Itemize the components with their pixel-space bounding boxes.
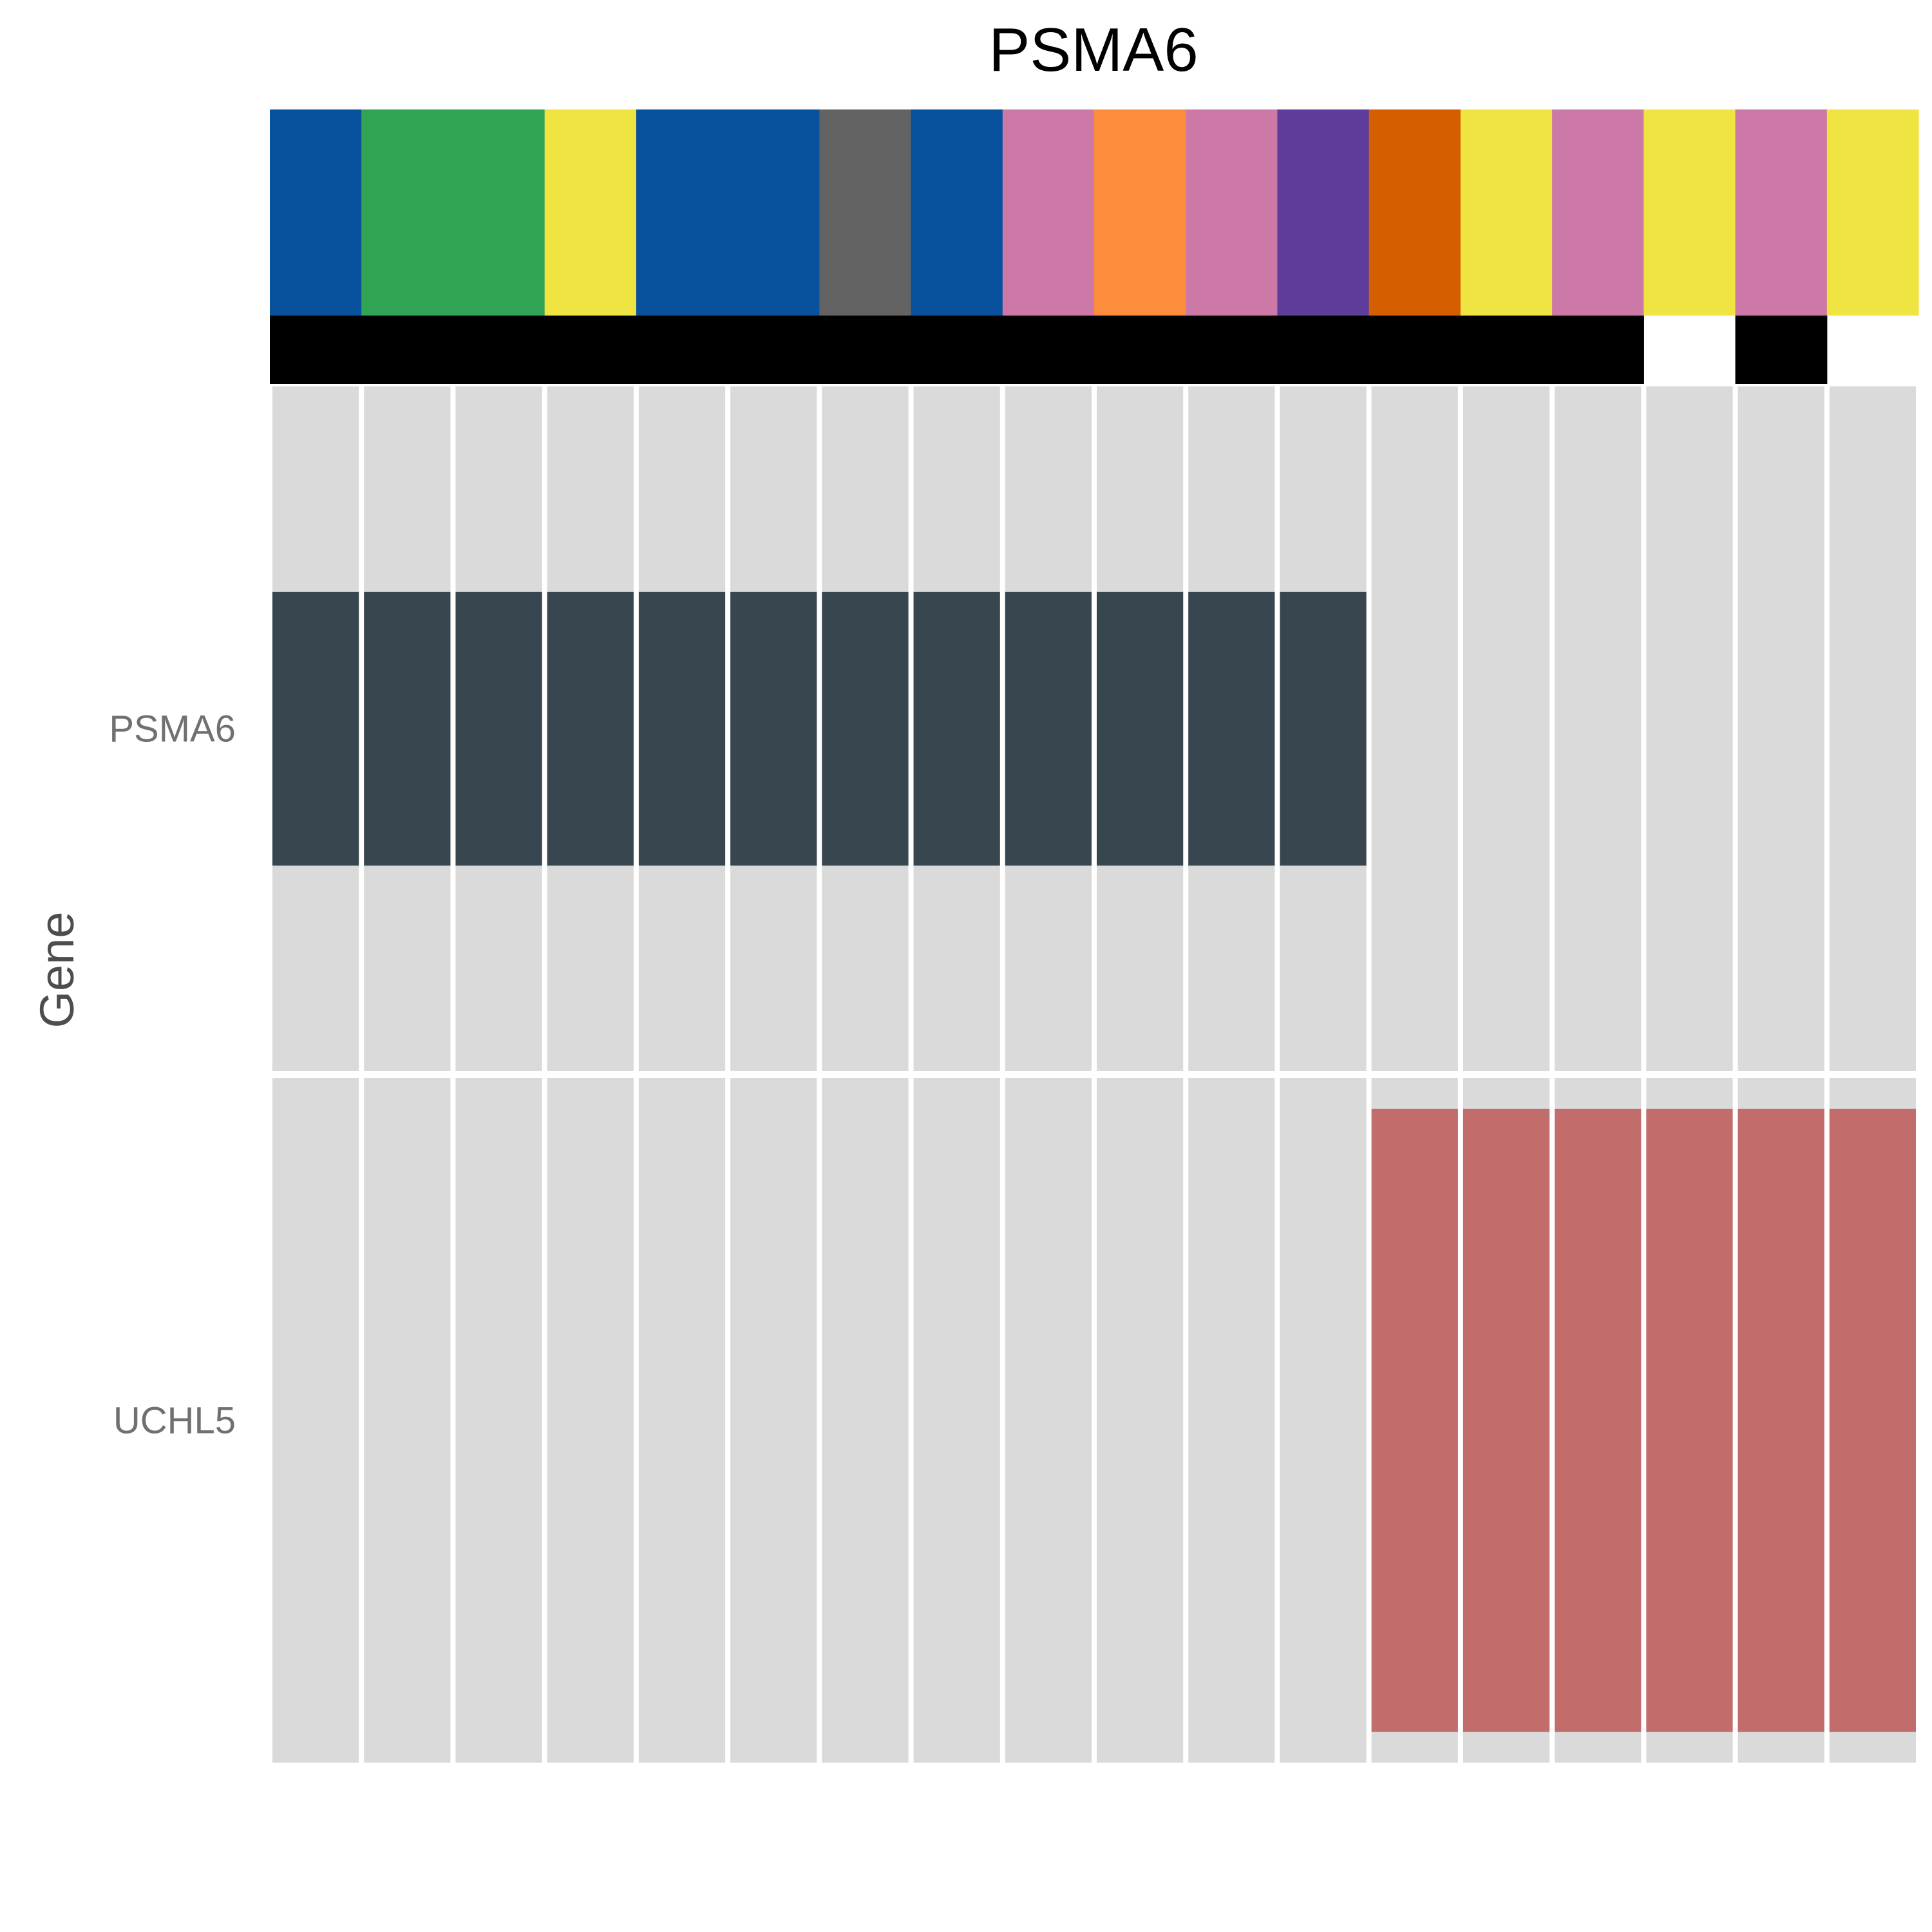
annotation-cell bbox=[453, 109, 545, 316]
alteration-bar bbox=[1005, 591, 1092, 866]
black-track-cell bbox=[1186, 316, 1278, 384]
alteration-bar bbox=[547, 591, 634, 866]
black-track-cell bbox=[636, 316, 728, 384]
cell-background bbox=[913, 1078, 1000, 1763]
cell-background bbox=[1463, 386, 1550, 1071]
gene-label: PSMA6 bbox=[109, 708, 236, 750]
black-track-cell bbox=[361, 316, 454, 384]
y-axis-label: Gene bbox=[30, 911, 84, 1028]
annotation-cell bbox=[1643, 109, 1736, 316]
alteration-bar bbox=[1371, 1108, 1458, 1732]
annotation-cell bbox=[544, 109, 637, 316]
annotation-cell bbox=[728, 109, 820, 316]
annotation-cell bbox=[270, 109, 362, 316]
annotation-cell bbox=[911, 109, 1003, 316]
chart-title: PSMA6 bbox=[989, 15, 1198, 84]
cell-background bbox=[364, 1078, 451, 1763]
alteration-bar bbox=[1280, 591, 1367, 866]
annotation-cell bbox=[1460, 109, 1553, 316]
alteration-bar bbox=[638, 591, 726, 866]
black-track-cell bbox=[544, 316, 637, 384]
black-track-cell bbox=[819, 316, 912, 384]
alteration-bar bbox=[1188, 591, 1275, 866]
annotation-cell bbox=[1094, 109, 1186, 316]
cell-background bbox=[1555, 386, 1642, 1071]
alteration-bar bbox=[1097, 591, 1184, 866]
annotation-cell bbox=[361, 109, 454, 316]
black-track-cell bbox=[1460, 316, 1553, 384]
annotation-track bbox=[270, 109, 1919, 316]
cell-background bbox=[1646, 386, 1733, 1071]
black-track-cell bbox=[1094, 316, 1186, 384]
alteration-bar bbox=[272, 591, 359, 866]
alteration-bar bbox=[364, 591, 451, 866]
alteration-bar bbox=[730, 591, 817, 866]
annotation-cell bbox=[1552, 109, 1644, 316]
annotation-cell bbox=[1186, 109, 1278, 316]
annotation-cell bbox=[1002, 109, 1095, 316]
cell-background bbox=[1188, 1078, 1275, 1763]
black-track-cell bbox=[911, 316, 1003, 384]
cell-background bbox=[455, 1078, 542, 1763]
annotation-cell bbox=[1368, 109, 1461, 316]
cell-background bbox=[1005, 1078, 1092, 1763]
black-track-cell bbox=[1002, 316, 1095, 384]
gene-label: UCHL5 bbox=[113, 1400, 236, 1442]
cell-background bbox=[1829, 386, 1916, 1071]
black-track-cell bbox=[1735, 316, 1828, 384]
gene-labels: PSMA6 UCHL5 bbox=[109, 708, 236, 1442]
alteration-bar bbox=[1829, 1108, 1916, 1732]
black-track-cell bbox=[1277, 316, 1370, 384]
cell-background bbox=[822, 1078, 909, 1763]
alteration-bar bbox=[913, 591, 1000, 866]
cell-background bbox=[1738, 386, 1824, 1071]
annotation-cell bbox=[636, 109, 728, 316]
cell-background bbox=[1371, 386, 1458, 1071]
alteration-bar bbox=[455, 591, 542, 866]
cell-background bbox=[638, 1078, 726, 1763]
black-track-cell bbox=[1552, 316, 1644, 384]
black-track-cell bbox=[1368, 316, 1461, 384]
black-track-cell bbox=[270, 316, 362, 384]
annotation-cell bbox=[819, 109, 912, 316]
cell-background bbox=[1097, 1078, 1184, 1763]
black-annotation-track bbox=[270, 316, 1828, 384]
alteration-bar bbox=[1738, 1108, 1824, 1732]
alteration-bar bbox=[1646, 1108, 1733, 1732]
alteration-bars bbox=[272, 591, 1916, 1732]
annotation-cell bbox=[1735, 109, 1828, 316]
black-track-cell bbox=[453, 316, 545, 384]
alteration-bar bbox=[822, 591, 909, 866]
cell-background bbox=[1280, 1078, 1367, 1763]
alteration-bar bbox=[1555, 1108, 1642, 1732]
cell-background bbox=[547, 1078, 634, 1763]
cell-background bbox=[272, 1078, 359, 1763]
alteration-bar bbox=[1463, 1108, 1550, 1732]
annotation-cell bbox=[1826, 109, 1919, 316]
annotation-cell bbox=[1277, 109, 1370, 316]
cell-background bbox=[730, 1078, 817, 1763]
black-track-cell bbox=[728, 316, 820, 384]
